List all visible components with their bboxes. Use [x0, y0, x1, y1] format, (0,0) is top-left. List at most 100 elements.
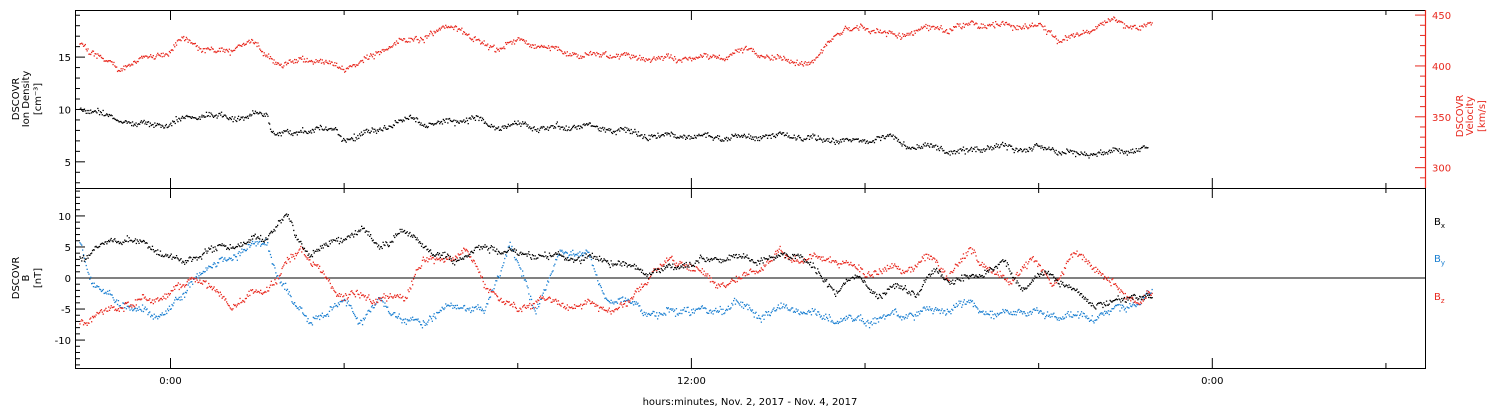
density-point: [964, 153, 966, 155]
bz-point: [364, 295, 366, 297]
velocity-point: [434, 32, 436, 34]
density-point: [367, 129, 370, 131]
velocity-point: [1109, 20, 1111, 23]
density-point: [1050, 149, 1052, 151]
velocity-point: [722, 59, 724, 61]
by-point: [200, 274, 202, 276]
bz-point: [1091, 268, 1093, 270]
density-point: [546, 128, 548, 130]
density-point: [139, 121, 142, 123]
by-point: [728, 308, 730, 310]
by-point: [727, 305, 729, 307]
bz-point: [861, 268, 864, 270]
density-point: [1010, 145, 1012, 147]
bz-point: [483, 286, 485, 289]
bz-point: [1028, 261, 1030, 263]
bx-point: [121, 243, 123, 246]
density-point: [887, 134, 889, 136]
velocity-point: [488, 49, 490, 51]
by-point: [151, 315, 154, 317]
velocity-point: [1127, 26, 1129, 28]
by-point: [285, 282, 287, 284]
by-point: [268, 250, 271, 252]
density-point: [550, 125, 552, 127]
by-point: [659, 313, 661, 315]
bz-point: [1016, 271, 1018, 274]
bz-point: [459, 253, 461, 256]
bz-point: [457, 253, 459, 255]
velocity-point: [158, 54, 161, 56]
bz-point: [194, 281, 196, 283]
bx-point: [132, 241, 134, 243]
by-point: [341, 301, 343, 303]
by-point: [297, 307, 299, 309]
by-point: [133, 309, 135, 311]
bz-point: [835, 260, 837, 262]
by-point: [1081, 315, 1084, 318]
bz-point: [845, 260, 847, 262]
density-point: [1113, 150, 1115, 152]
density-point: [353, 133, 355, 135]
velocity-point: [1036, 25, 1038, 27]
velocity-point: [394, 42, 396, 44]
bz-point: [1117, 288, 1119, 291]
bz-point: [881, 272, 883, 275]
velocity-point: [605, 51, 607, 53]
density-point: [406, 118, 408, 120]
velocity-point: [831, 38, 833, 40]
bz-point: [919, 261, 921, 263]
density-point: [159, 124, 161, 126]
velocity-point: [595, 55, 597, 57]
bz-point: [1029, 257, 1032, 260]
by-point: [1110, 310, 1112, 312]
velocity-point: [393, 43, 395, 45]
bz-point: [1120, 289, 1122, 291]
by-point: [302, 313, 305, 315]
bz-point: [202, 280, 204, 282]
velocity-point: [1120, 20, 1122, 23]
bz-point: [688, 269, 690, 271]
bz-point: [115, 308, 117, 310]
velocity-point: [1110, 19, 1112, 21]
density-point: [196, 118, 198, 120]
bz-point: [237, 302, 239, 305]
by-point: [788, 309, 790, 311]
velocity-point: [1066, 39, 1068, 41]
bz-point: [872, 276, 874, 278]
bz-point: [1129, 298, 1131, 300]
velocity-point: [1144, 24, 1146, 26]
density-point: [615, 133, 617, 136]
density-point: [1122, 151, 1124, 153]
velocity-point: [467, 34, 469, 36]
bz-point: [1055, 282, 1058, 284]
by-point: [236, 259, 238, 261]
by-point: [1092, 320, 1094, 322]
bz-point: [539, 297, 541, 299]
by-point: [88, 273, 90, 275]
by-point: [609, 302, 611, 304]
bz-point: [771, 260, 773, 262]
density-point: [535, 129, 537, 131]
density-point: [584, 124, 586, 127]
bz-point: [1042, 269, 1044, 271]
density-point: [131, 121, 134, 123]
by-point: [759, 318, 762, 320]
by-point: [991, 310, 993, 312]
by-point: [1026, 315, 1028, 317]
velocity-point: [288, 59, 290, 61]
bz-point: [1050, 282, 1052, 285]
by-point: [131, 308, 133, 310]
velocity-point: [836, 32, 839, 35]
bz-point: [1124, 292, 1126, 295]
velocity-point: [958, 25, 960, 27]
bz-point: [741, 277, 743, 280]
bz-point: [340, 293, 342, 296]
velocity-point: [922, 26, 924, 29]
by-point: [429, 316, 432, 318]
bz-point: [83, 322, 86, 324]
by-point: [470, 311, 472, 314]
velocity-point: [313, 61, 315, 63]
bz-point: [1146, 290, 1148, 292]
bz-point: [974, 251, 976, 253]
velocity-point: [872, 30, 874, 32]
